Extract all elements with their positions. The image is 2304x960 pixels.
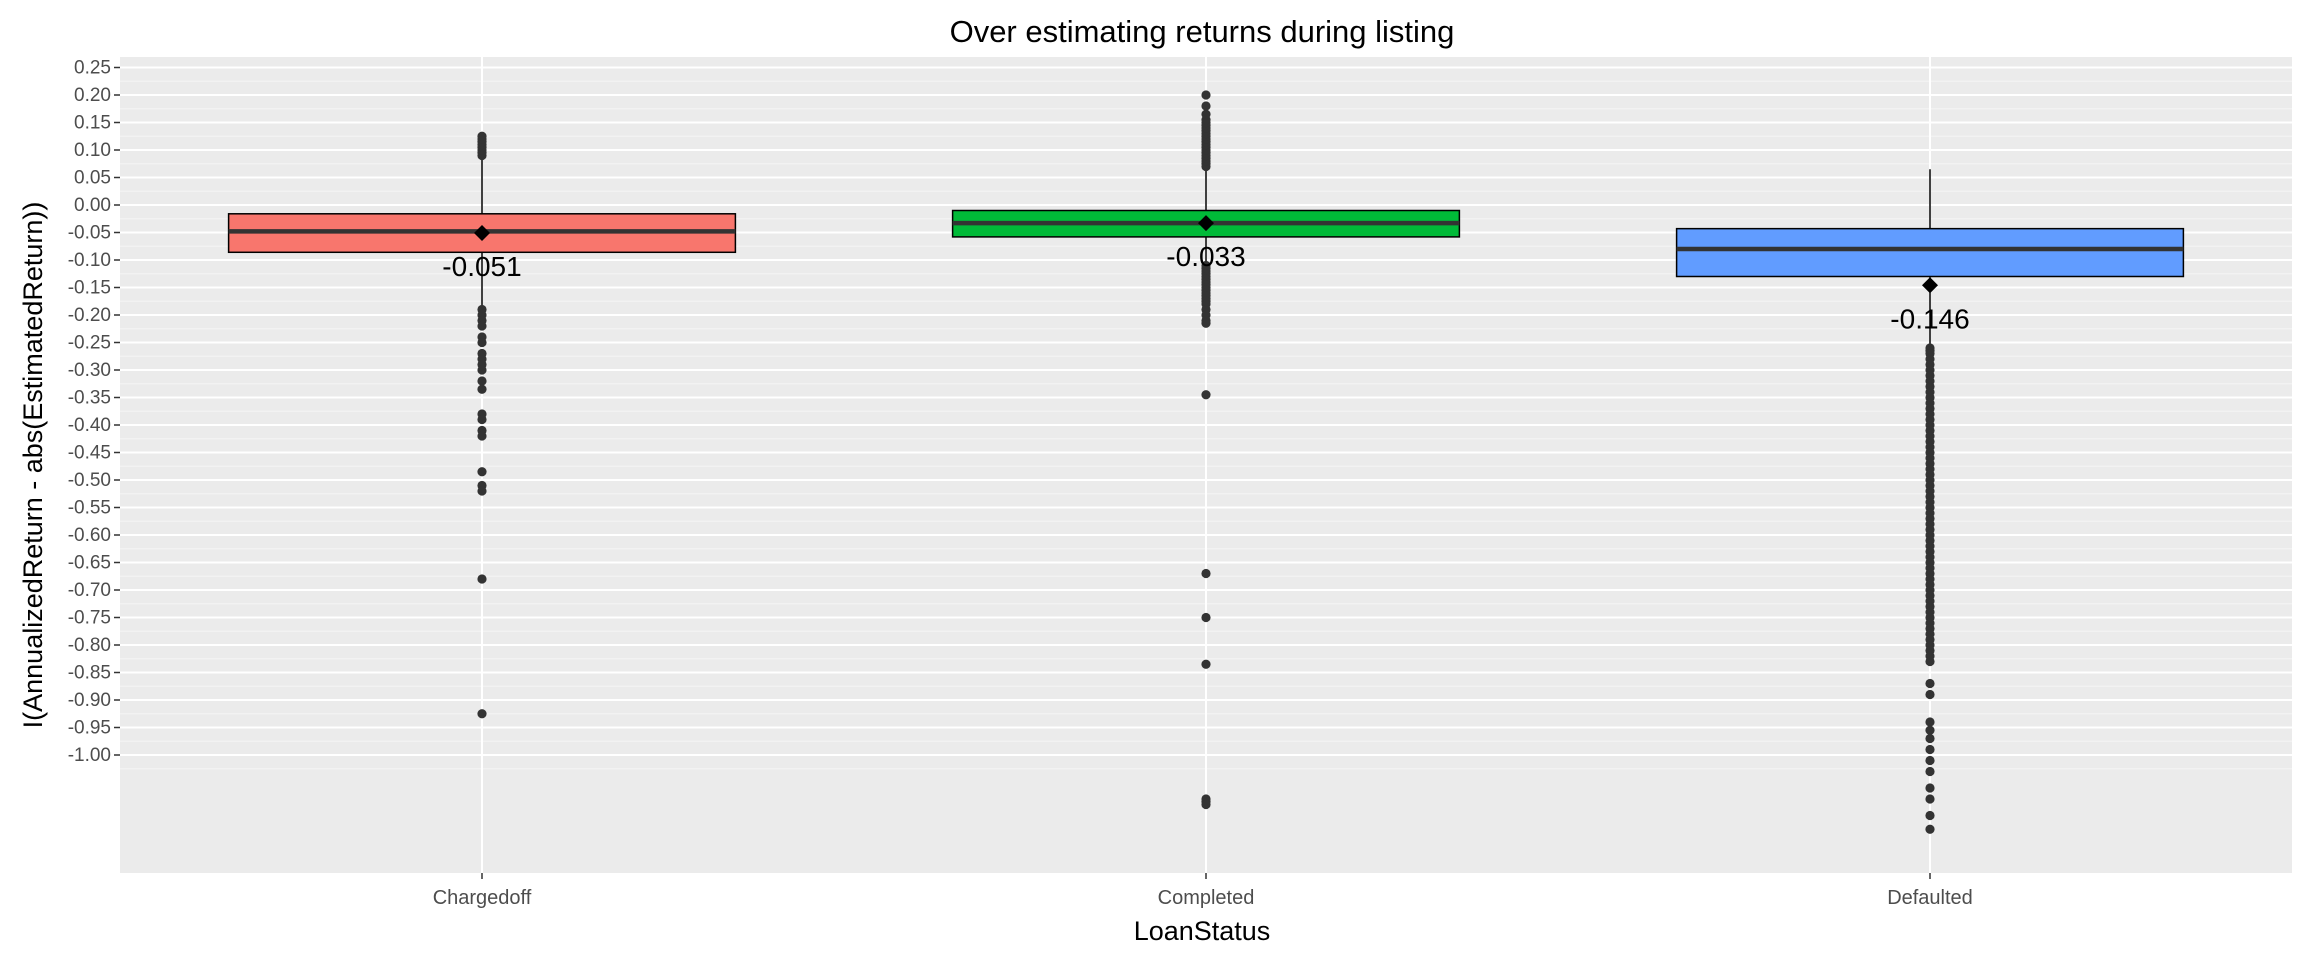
outlier-point bbox=[477, 486, 487, 496]
box-iqr bbox=[1675, 227, 2185, 278]
x-axis-ticks: Chargedoff Completed Defaulted bbox=[433, 873, 1973, 909]
outlier-point bbox=[1925, 689, 1935, 700]
y-tick-label: -0.85 bbox=[68, 663, 111, 684]
y-tick-label: -0.75 bbox=[68, 608, 111, 629]
outlier-point bbox=[1925, 794, 1935, 804]
outlier-point bbox=[477, 337, 487, 348]
outlier-point bbox=[477, 376, 487, 386]
outlier-point bbox=[1201, 659, 1211, 669]
outlier-point bbox=[1925, 678, 1935, 689]
y-tick-label: -1.00 bbox=[68, 745, 111, 766]
outlier-point bbox=[477, 365, 487, 375]
outlier-point bbox=[477, 384, 487, 394]
y-tick-label: 0.10 bbox=[74, 140, 111, 161]
outlier-point bbox=[1925, 824, 1935, 834]
y-tick-label: -0.50 bbox=[68, 470, 111, 491]
y-axis-ticks: 0.25 0.20 0.15 0.10 0.05 0.00 -0.05 -0.10 -0.15 -… bbox=[68, 58, 120, 766]
x-tick-label: Chargedoff bbox=[433, 887, 532, 909]
outlier-point bbox=[1925, 656, 1935, 667]
y-tick-label: -0.25 bbox=[68, 333, 111, 354]
y-axis-title: I(AnnualizedReturn - abs(EstimatedReturn… bbox=[18, 202, 48, 729]
y-tick-label: 0.05 bbox=[74, 168, 111, 189]
outlier-point bbox=[1925, 783, 1935, 793]
outlier-point bbox=[477, 414, 487, 425]
y-tick-label: 0.15 bbox=[74, 113, 111, 134]
y-tick-label: -0.90 bbox=[68, 690, 111, 711]
outlier-point bbox=[1201, 90, 1211, 100]
y-tick-label: -0.55 bbox=[68, 498, 111, 519]
outlier-point bbox=[1201, 318, 1211, 328]
y-tick-label: -0.10 bbox=[68, 250, 111, 271]
y-tick-label: -0.20 bbox=[68, 305, 111, 326]
mean-marker bbox=[474, 225, 490, 242]
y-tick-label: -0.15 bbox=[68, 278, 111, 299]
outlier-point bbox=[1925, 755, 1935, 766]
mean-value-label: -0.033 bbox=[1166, 241, 1245, 272]
y-tick-label: 0.25 bbox=[74, 58, 111, 79]
x-tick-label: Completed bbox=[1158, 887, 1255, 909]
mean-marker bbox=[1922, 277, 1938, 294]
y-tick-label: -0.45 bbox=[68, 443, 111, 464]
y-tick-label: 0.00 bbox=[74, 195, 111, 216]
box-marks: -0.051 -0.033 -0.146 bbox=[227, 90, 2185, 834]
outlier-point bbox=[477, 431, 487, 441]
y-tick-label: -0.35 bbox=[68, 388, 111, 409]
x-tick-label: Defaulted bbox=[1887, 887, 1973, 909]
box-group-defaulted: -0.146 bbox=[1675, 169, 2185, 834]
y-tick-label: -0.40 bbox=[68, 415, 111, 436]
y-tick-label: -0.65 bbox=[68, 553, 111, 574]
outlier-point bbox=[1201, 612, 1211, 623]
box-group-completed: -0.033 bbox=[951, 90, 1461, 810]
outlier-point bbox=[1925, 725, 1935, 735]
outlier-point bbox=[1201, 101, 1211, 111]
chart-title: Over estimating returns during listing bbox=[950, 14, 1455, 49]
y-tick-label: 0.20 bbox=[74, 85, 111, 106]
outlier-point bbox=[1201, 390, 1211, 400]
outlier-point bbox=[477, 467, 487, 477]
mean-value-label: -0.146 bbox=[1890, 303, 1969, 334]
outlier-point bbox=[1925, 810, 1935, 821]
outlier-point bbox=[1925, 744, 1935, 755]
outlier-point bbox=[1201, 568, 1211, 579]
y-tick-label: -0.70 bbox=[68, 580, 111, 601]
outlier-point bbox=[477, 131, 487, 141]
outlier-point bbox=[1925, 766, 1935, 777]
y-tick-label: -0.30 bbox=[68, 360, 111, 381]
outlier-point bbox=[1201, 109, 1211, 119]
y-tick-label: -0.60 bbox=[68, 525, 111, 546]
outlier-point bbox=[1925, 733, 1935, 744]
y-tick-label: -0.95 bbox=[68, 718, 111, 739]
box-group-chargedoff: -0.051 bbox=[227, 131, 737, 719]
outlier-point bbox=[477, 574, 487, 584]
outlier-point bbox=[1201, 799, 1211, 810]
mean-marker bbox=[1198, 215, 1214, 232]
outlier-point bbox=[477, 709, 487, 719]
outlier-point bbox=[1925, 717, 1935, 727]
x-axis-title: LoanStatus bbox=[1134, 916, 1271, 946]
outlier-point bbox=[477, 321, 487, 331]
y-tick-label: -0.05 bbox=[68, 223, 111, 244]
y-tick-label: -0.80 bbox=[68, 635, 111, 656]
mean-value-label: -0.051 bbox=[442, 251, 521, 282]
